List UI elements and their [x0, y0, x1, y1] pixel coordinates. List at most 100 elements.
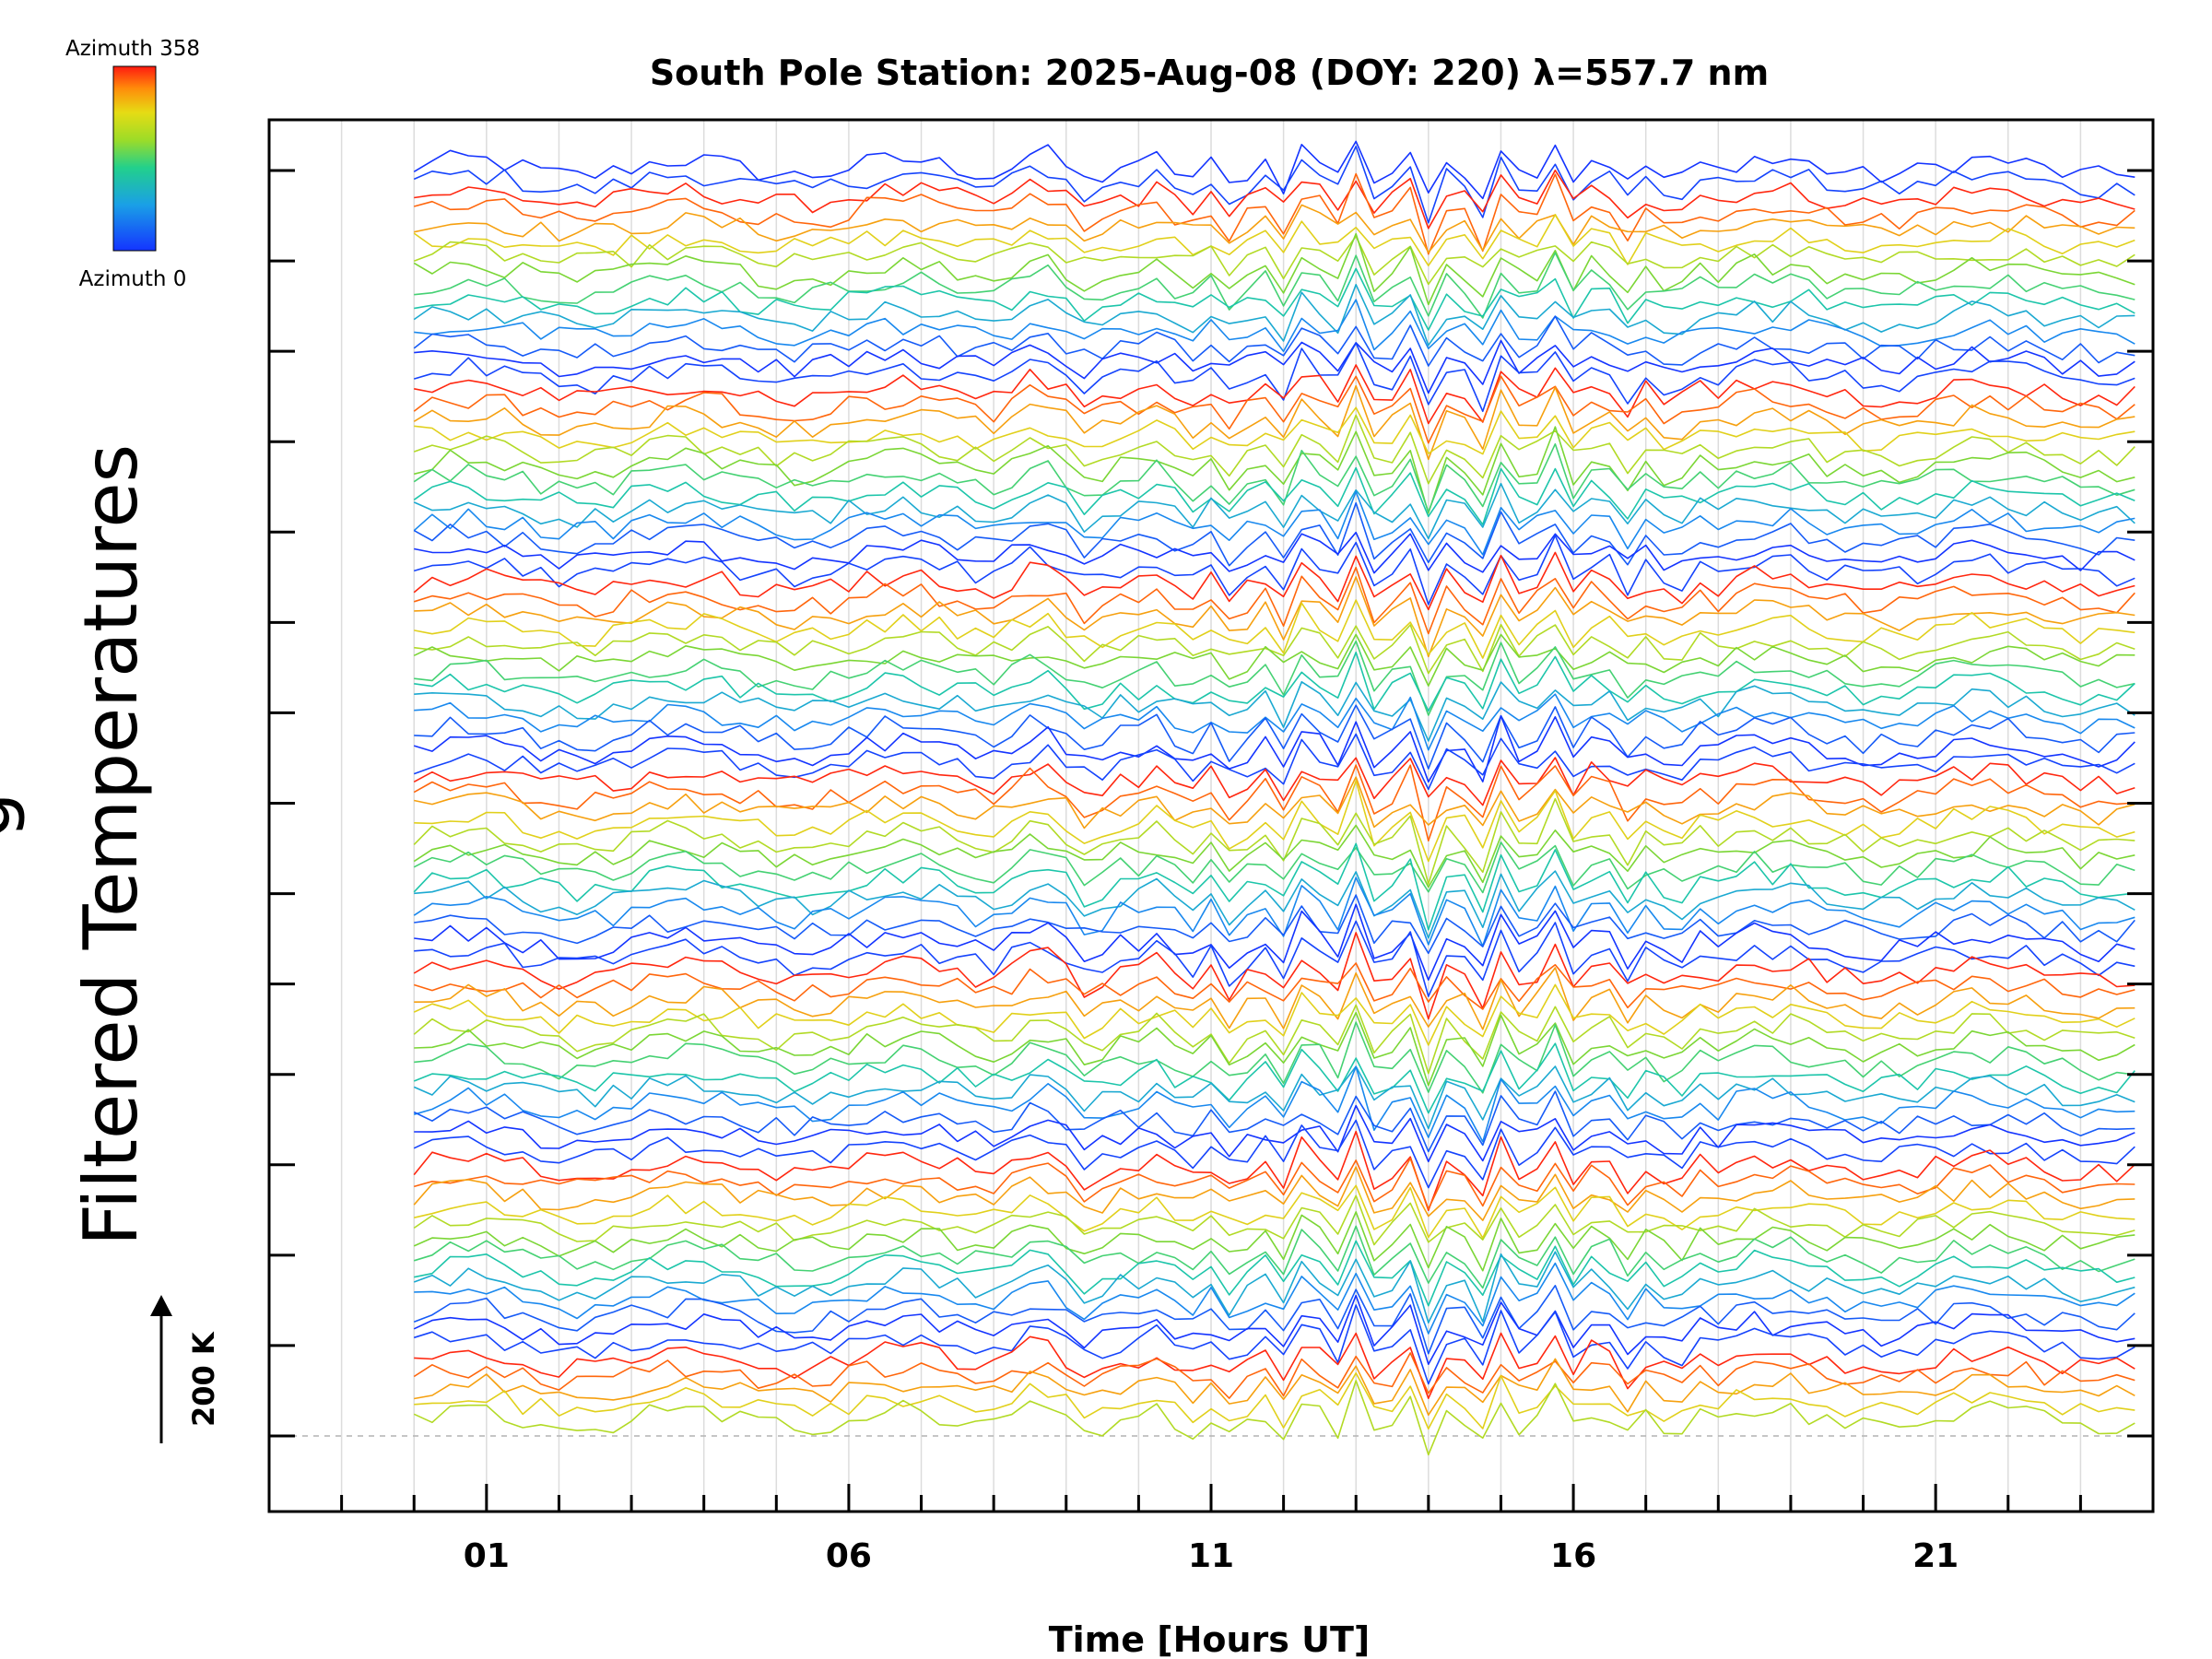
series-line: [414, 1262, 2136, 1335]
series-line: [414, 576, 2136, 658]
series-line: [414, 1021, 2136, 1094]
series-line: [413, 733, 2136, 791]
series-line: [413, 375, 2136, 444]
x-tick-label: 11: [1188, 1537, 1234, 1575]
series-line: [414, 1104, 2136, 1163]
series-line: [413, 1225, 2136, 1289]
series-line: [413, 1211, 2136, 1272]
series-line: [414, 339, 2136, 394]
series-line: [413, 633, 2136, 687]
series-line: [414, 680, 2136, 742]
chart-title: South Pole Station: 2025-Aug-08 (DOY: 22…: [650, 53, 1769, 93]
series-group: [413, 140, 2136, 1456]
series-line: [414, 531, 2136, 574]
series-line: [414, 204, 2136, 253]
series-line: [414, 704, 2136, 770]
series-line: [413, 414, 2136, 485]
x-tick-label: 01: [464, 1537, 510, 1575]
series-line: [413, 1304, 2136, 1385]
scale-bar-arrowhead: [150, 1295, 172, 1316]
series-line: [413, 1251, 2136, 1324]
colorbar-max-label: Azimuth 358: [65, 37, 200, 61]
x-tick-labels: 01 06 11 16 21: [464, 1537, 1959, 1575]
series-line: [413, 1130, 2136, 1211]
series-line: [413, 283, 2136, 347]
series-line: [413, 482, 2136, 540]
series-line: [414, 651, 2136, 712]
series-line: [413, 764, 2136, 842]
series-line: [413, 384, 2136, 461]
x-axis-label: Time [Hours UT]: [1049, 1619, 1371, 1659]
series-line: [413, 551, 2136, 611]
series-line: [413, 877, 2136, 947]
series-line: [413, 1294, 2136, 1365]
series-line: [413, 140, 2136, 200]
series-line: [413, 1042, 2136, 1114]
series-line: [413, 962, 2136, 1010]
series-line: [414, 1184, 2136, 1239]
y-axis-label: Filtered Temperatures: [68, 444, 154, 1246]
series-line: [413, 1119, 2136, 1189]
x-tick-label: 16: [1550, 1537, 1596, 1575]
series-line: [413, 932, 2136, 1020]
series-line: [414, 170, 2136, 229]
series-line: [413, 566, 2136, 635]
series-line: [414, 967, 2136, 1030]
series-line: [414, 640, 2136, 716]
series-line: [414, 920, 2136, 997]
series-line: [414, 623, 2136, 675]
series-line: [413, 315, 2136, 367]
series-line: [414, 903, 2136, 981]
series-line: [413, 1194, 2136, 1246]
series-line: [414, 1358, 2136, 1417]
series-line: [414, 693, 2136, 751]
series-line: [413, 342, 2136, 413]
series-line: [414, 870, 2136, 939]
series-line: [413, 235, 2136, 286]
series-line: [413, 714, 2136, 783]
series-line: [413, 1380, 2136, 1456]
series-line: [414, 894, 2136, 955]
series-line: [414, 780, 2136, 863]
series-line: [414, 599, 2136, 659]
series-line: [413, 841, 2136, 894]
series-line: [414, 1240, 2136, 1307]
series-line: [413, 1166, 2136, 1221]
series-line: [413, 1065, 2136, 1130]
series-line: [414, 364, 2136, 425]
series-line: [413, 824, 2136, 888]
series-line: [414, 406, 2136, 455]
axes: [267, 118, 2155, 1513]
series-line: [413, 466, 2136, 526]
series-line: [413, 535, 2136, 606]
series-line: [413, 232, 2136, 306]
series-line: [413, 1352, 2136, 1399]
series-line: [414, 252, 2136, 319]
y-axis-label-cut: g: [0, 792, 27, 839]
series-line: [413, 172, 2136, 255]
series-line: [413, 214, 2136, 267]
colorbar-min-label: Azimuth 0: [79, 267, 187, 291]
series-line: [414, 426, 2136, 514]
x-tick-label: 21: [1912, 1537, 1959, 1575]
series-line: [413, 983, 2136, 1046]
series-line: [413, 501, 2136, 567]
series-line: [414, 776, 2136, 830]
series-line: [413, 1004, 2136, 1075]
series-line: [413, 797, 2136, 885]
series-line: [414, 267, 2136, 331]
colorbar: [112, 65, 157, 252]
series-line: [413, 757, 2136, 806]
x-tick-label: 06: [826, 1537, 872, 1575]
series-line: [414, 299, 2136, 353]
series-line: [413, 1158, 2136, 1210]
series-line: [413, 146, 2136, 224]
series-line: [413, 490, 2136, 556]
series-line: [413, 1090, 2136, 1153]
scale-bar-label: 200 K: [186, 1331, 221, 1427]
series-line: [414, 1332, 2136, 1399]
series-line: [413, 1285, 2136, 1355]
series-line: [413, 842, 2136, 931]
series-line: [413, 1065, 2136, 1143]
